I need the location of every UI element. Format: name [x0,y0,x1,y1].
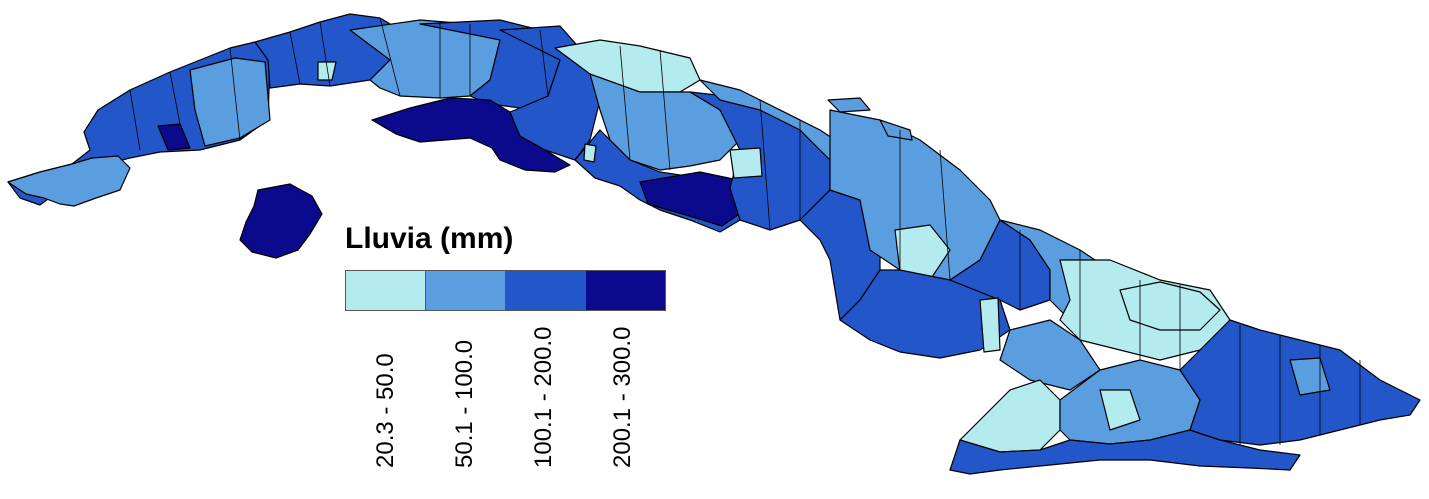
region-artemisa-light [317,61,337,81]
region-trinidad-dark [639,171,743,227]
region-southwest-coast [949,429,1301,475]
legend-label-2: 50.1 - 100.0 [451,339,478,468]
region-camaguey-light [894,224,951,281]
region-holguin-north [1119,281,1221,331]
region-pinar-center [189,57,271,147]
region-granma-light [959,379,1061,453]
region-camaguey-south [839,269,1011,359]
region-granma-light2 [1099,389,1141,431]
region-isla-juventud [239,183,323,259]
legend-swatch-1 [346,271,426,310]
region-cay-small [583,143,597,163]
legend-swatch-4 [586,271,665,310]
region-cay-north [827,97,871,113]
legend-swatch-2 [426,271,506,310]
region-villa-clara [589,73,741,171]
region-light-strip [979,297,1001,353]
legend-swatch-3 [506,271,586,310]
legend-title: Lluvia (mm) [345,222,514,255]
region-sancti-light [729,147,763,179]
region-guanahacabibes [7,155,131,207]
region-cay-north2 [879,119,913,141]
region-pinar-dark [157,123,191,151]
legend-label-4: 200.1 - 300.0 [609,326,636,468]
legend-color-bar [345,270,666,311]
legend-label-3: 100.1 - 200.0 [530,326,557,468]
legend-label-1: 20.3 - 50.0 [372,353,399,468]
region-tunas-south [999,319,1101,391]
region-zapata [371,97,571,173]
